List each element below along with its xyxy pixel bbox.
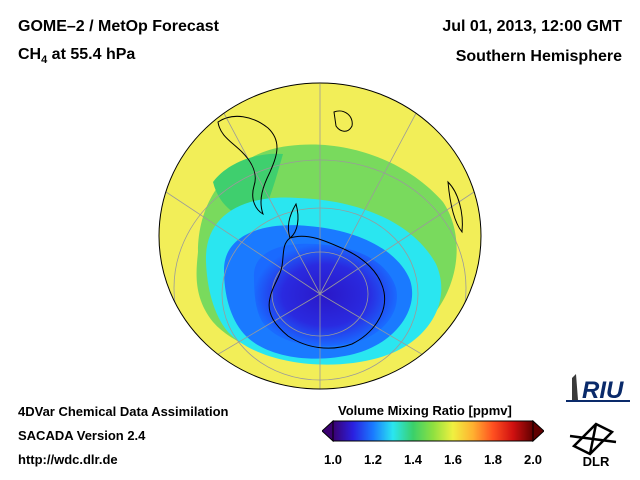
- globe-outline: [158, 82, 482, 390]
- colorbar-tick: 1.6: [443, 452, 463, 467]
- colorbar-tick: 1.8: [483, 452, 503, 467]
- map-subtitle: CH4 at 55.4 hPa: [18, 46, 135, 66]
- colorbar-title: Volume Mixing Ratio [ppmv]: [338, 403, 512, 418]
- coast-africa: [333, 110, 353, 132]
- colorbar-tick: 1.4: [403, 452, 423, 467]
- coast-antarctica: [268, 235, 386, 349]
- globe-map: [158, 82, 482, 390]
- coast-australia-edge: [447, 180, 463, 234]
- species-name: CH: [18, 46, 42, 63]
- colorbar-tick: 1.2: [363, 452, 383, 467]
- pressure-level: at 55.4 hPa: [47, 46, 136, 63]
- graticule: [165, 84, 475, 389]
- species-subscript: 4: [41, 54, 48, 67]
- map-title: GOME–2 / MetOp Forecast: [18, 18, 219, 35]
- colorbar-low-arrow: [322, 420, 334, 442]
- dlr-logo-text: DLR: [583, 454, 610, 468]
- footer-url: http://wdc.dlr.de: [18, 452, 118, 467]
- riu-logo: RIU: [566, 374, 630, 404]
- coast-antarctic-peninsula: [287, 202, 299, 239]
- hemisphere-label: Southern Hemisphere: [455, 48, 622, 65]
- field-vortex-core: [253, 243, 397, 347]
- footer-version: SACADA Version 2.4: [18, 428, 146, 443]
- riu-logo-text: RIU: [582, 377, 624, 404]
- colorbar-tick: 2.0: [523, 452, 543, 467]
- footer-system-name: 4DVar Chemical Data Assimilation: [18, 404, 229, 419]
- coast-south-america: [217, 115, 278, 216]
- dlr-logo: DLR: [569, 422, 617, 468]
- colorbar-gradient: [332, 420, 534, 442]
- colorbar-high-arrow: [532, 420, 544, 442]
- coastlines: [217, 110, 463, 349]
- forecast-date: Jul 01, 2013, 12:00 GMT: [442, 18, 622, 35]
- colorbar-tick: 1.0: [323, 452, 343, 467]
- colorbar: [322, 420, 544, 442]
